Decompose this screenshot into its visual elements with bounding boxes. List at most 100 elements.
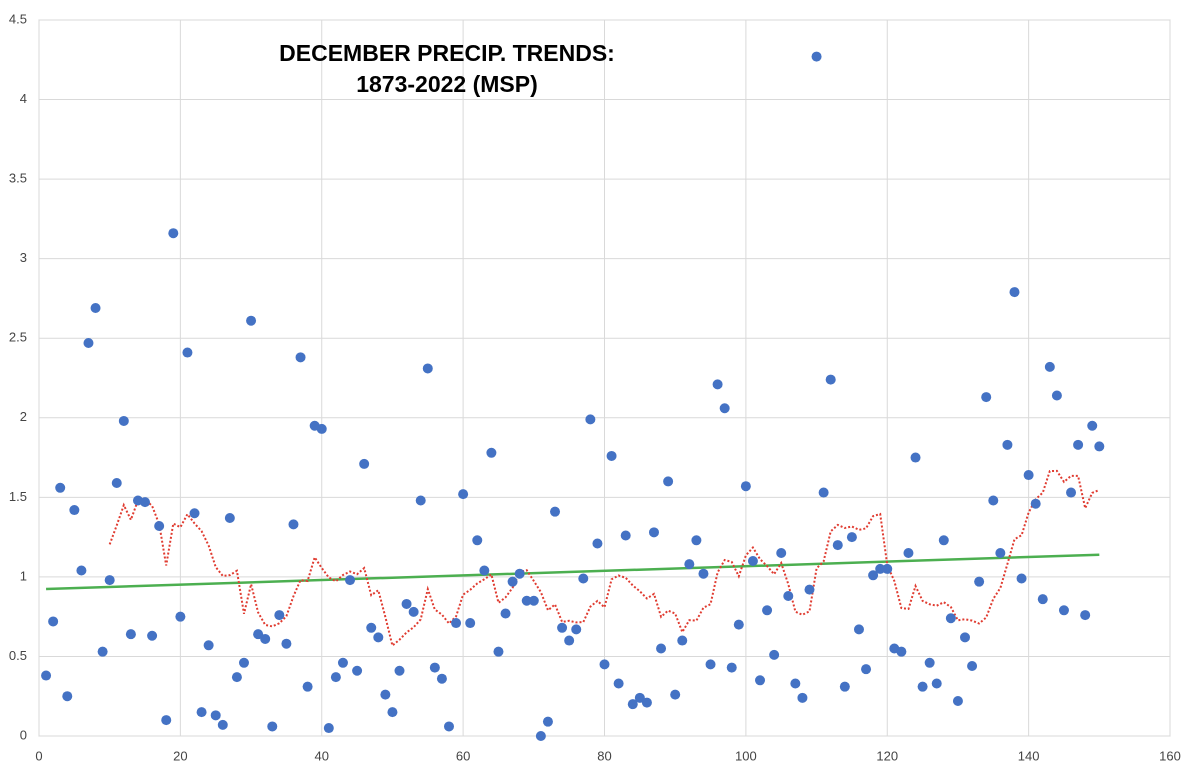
data-point xyxy=(861,664,872,675)
data-point xyxy=(224,513,235,524)
data-point xyxy=(210,710,221,721)
data-point xyxy=(458,489,469,500)
data-point xyxy=(267,721,278,732)
data-point xyxy=(217,719,228,730)
data-point xyxy=(670,689,681,700)
data-point xyxy=(83,337,94,348)
data-point xyxy=(345,575,356,586)
data-point xyxy=(740,481,751,492)
x-tick-label: 20 xyxy=(173,748,187,763)
data-point xyxy=(1066,487,1077,498)
data-point xyxy=(168,228,179,239)
data-point xyxy=(1037,594,1048,605)
data-point xyxy=(408,606,419,617)
data-point xyxy=(514,568,525,579)
data-point xyxy=(592,538,603,549)
data-point xyxy=(288,519,299,530)
data-point xyxy=(196,707,207,718)
data-point xyxy=(924,657,935,668)
data-point xyxy=(938,535,949,546)
data-point xyxy=(1044,361,1055,372)
data-point xyxy=(246,315,257,326)
marks xyxy=(46,469,1100,648)
data-point xyxy=(868,570,879,581)
data-point xyxy=(175,611,186,622)
data-point xyxy=(599,659,610,670)
y-tick-label: 2 xyxy=(20,409,27,424)
data-point xyxy=(917,681,928,692)
data-point xyxy=(41,670,52,681)
data-point xyxy=(436,673,447,684)
data-point xyxy=(542,716,553,727)
data-point xyxy=(960,632,971,643)
data-point xyxy=(995,548,1006,559)
data-point xyxy=(1016,573,1027,584)
data-point xyxy=(627,699,638,710)
data-point xyxy=(606,450,617,461)
data-point xyxy=(663,476,674,487)
data-point xyxy=(634,692,645,703)
data-point xyxy=(1073,439,1084,450)
data-point xyxy=(231,672,242,683)
x-tick-label: 140 xyxy=(1018,748,1040,763)
data-point xyxy=(656,643,667,654)
data-point xyxy=(387,707,398,718)
data-point xyxy=(719,403,730,414)
data-point xyxy=(189,508,200,519)
data-point xyxy=(733,619,744,630)
data-point xyxy=(90,302,101,313)
data-point xyxy=(316,423,327,434)
data-point xyxy=(804,584,815,595)
data-point xyxy=(521,595,532,606)
data-point xyxy=(373,632,384,643)
data-point xyxy=(578,573,589,584)
data-point xyxy=(337,657,348,668)
data-point xyxy=(330,672,341,683)
data-point xyxy=(839,681,850,692)
data-point xyxy=(1087,420,1098,431)
data-point xyxy=(394,665,405,676)
data-point xyxy=(691,535,702,546)
data-point xyxy=(472,535,483,546)
data-point xyxy=(55,482,66,493)
data-point xyxy=(557,622,568,633)
data-point xyxy=(747,555,758,566)
data-point xyxy=(974,576,985,587)
data-point xyxy=(274,610,285,621)
y-tick-label: 4.5 xyxy=(9,11,27,26)
data-point xyxy=(118,415,129,426)
data-point xyxy=(295,352,306,363)
data-point xyxy=(104,575,115,586)
data-point xyxy=(762,605,773,616)
data-point xyxy=(797,692,808,703)
data-point xyxy=(415,495,426,506)
data-point xyxy=(1058,605,1069,616)
data-point xyxy=(981,392,992,403)
data-point xyxy=(161,715,172,726)
moving-average xyxy=(108,469,1100,648)
data-point xyxy=(493,646,504,657)
data-point xyxy=(846,532,857,543)
data-point xyxy=(945,613,956,624)
y-tick-label: 0.5 xyxy=(9,648,27,663)
data-point xyxy=(910,452,921,463)
y-tick-label: 3 xyxy=(20,250,27,265)
data-point xyxy=(238,657,249,668)
x-tick-label: 60 xyxy=(456,748,470,763)
data-point xyxy=(429,662,440,673)
data-point xyxy=(571,624,582,635)
data-point xyxy=(260,633,271,644)
x-tick-label: 40 xyxy=(315,748,329,763)
x-tick-label: 100 xyxy=(735,748,757,763)
chart-title: DECEMBER PRECIP. TRENDS: xyxy=(279,40,615,66)
data-point xyxy=(182,347,193,358)
data-point xyxy=(76,565,87,576)
y-tick-label: 3.5 xyxy=(9,171,27,186)
data-point xyxy=(825,374,836,385)
data-point xyxy=(422,363,433,374)
data-point xyxy=(69,505,80,516)
data-point xyxy=(479,565,490,576)
data-point xyxy=(48,616,59,627)
data-point xyxy=(366,622,377,633)
